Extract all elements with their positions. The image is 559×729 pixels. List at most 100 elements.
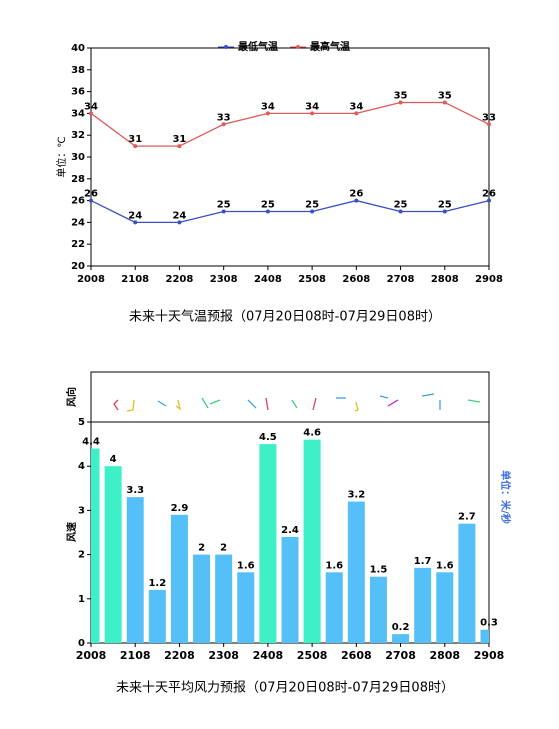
- point: [310, 111, 315, 116]
- bars: [91, 439, 489, 643]
- bar: [325, 572, 343, 643]
- y-tick-label: 2: [78, 550, 85, 561]
- point: [354, 111, 359, 116]
- point: [265, 111, 270, 116]
- data-label: 25: [261, 200, 275, 211]
- data-label: 1.6: [325, 560, 343, 571]
- point: [89, 198, 93, 203]
- y-tick-label: 30: [71, 152, 85, 163]
- point: [398, 100, 403, 105]
- bar: [126, 497, 144, 643]
- data-label: 25: [217, 200, 231, 211]
- data-label: 0.3: [480, 618, 498, 629]
- y-tick-label: 3: [78, 505, 85, 516]
- data-label: 26: [482, 189, 496, 200]
- y-tick-label: 26: [71, 196, 85, 207]
- y-tick-label: 22: [71, 239, 85, 250]
- point: [133, 144, 138, 149]
- bar: [303, 439, 321, 643]
- y-tick-label: 5: [78, 417, 85, 428]
- legend-marker: [296, 45, 300, 49]
- data-label: 33: [482, 112, 496, 123]
- data-label: 4.6: [303, 428, 321, 439]
- bar: [237, 572, 255, 643]
- line: [90, 101, 490, 147]
- data-label: 2: [198, 543, 205, 554]
- y-label: 风速: [65, 522, 78, 542]
- x-tick-label: 2808: [429, 649, 460, 662]
- y-tick-label: 1: [78, 594, 85, 605]
- x-tick-label: 2208: [164, 649, 195, 662]
- data-label: 34: [261, 101, 275, 112]
- x-tick-label: 2508: [297, 649, 328, 662]
- y-tick-label: 34: [71, 108, 85, 119]
- data-label: 3.2: [347, 490, 365, 501]
- point: [177, 144, 182, 149]
- data-label: 31: [172, 134, 186, 145]
- x-tick-label: 2408: [253, 649, 284, 662]
- data-label: 4.4: [82, 437, 100, 448]
- bar: [170, 514, 188, 643]
- point: [354, 198, 359, 203]
- wind-glyphs: [113, 393, 481, 412]
- data-label: 34: [305, 101, 319, 112]
- bar: [480, 629, 489, 643]
- x-tick-label: 2608: [341, 649, 372, 662]
- bar: [91, 448, 100, 643]
- x-tick-label: 2008: [77, 274, 105, 285]
- legend-label: 最高气温: [310, 40, 350, 53]
- bar: [104, 466, 122, 643]
- x-tick-label: 2208: [166, 274, 194, 285]
- y-tick-label: 32: [71, 130, 85, 141]
- bar: [436, 572, 454, 643]
- data-label: 1.6: [237, 560, 255, 571]
- data-label: 2: [220, 543, 227, 554]
- data-label: 25: [438, 200, 452, 211]
- point: [221, 122, 226, 127]
- x-tick-label: 2008: [76, 649, 107, 662]
- point: [89, 111, 93, 116]
- data-label: 24: [172, 210, 186, 221]
- bar: [148, 589, 166, 643]
- wind-panel: [90, 371, 490, 423]
- chart-title: 未来十天平均风力预报（07月20日08时-07月29日08时）: [116, 681, 454, 696]
- y-tick-label: 40: [71, 43, 85, 54]
- point: [487, 122, 491, 127]
- data-label: 26: [84, 189, 98, 200]
- x-tick-label: 2908: [474, 649, 505, 662]
- data-label: 35: [394, 91, 408, 102]
- y-tick-label: 28: [71, 174, 85, 185]
- bar: [193, 554, 211, 643]
- data-label: 31: [128, 134, 142, 145]
- data-label: 35: [438, 91, 452, 102]
- data-label: 0.2: [392, 622, 410, 633]
- point: [265, 209, 270, 214]
- y-tick-label: 24: [71, 217, 85, 228]
- legend-marker: [224, 45, 228, 49]
- x-tick-label: 2308: [210, 274, 238, 285]
- data-label: 25: [394, 200, 408, 211]
- x-tick-label: 2908: [475, 274, 503, 285]
- data-label: 2.4: [281, 525, 299, 536]
- data-label: 4: [110, 454, 117, 465]
- bar: [414, 567, 432, 643]
- data-label: 1.6: [436, 560, 454, 571]
- point: [442, 209, 447, 214]
- x-tick-label: 2808: [431, 274, 459, 285]
- data-label: 33: [217, 112, 231, 123]
- y-tick-label: 20: [71, 261, 85, 272]
- chart-title: 未来十天气温预报（07月20日08时-07月29日08时）: [129, 309, 441, 325]
- y-tick-label: 0: [78, 638, 85, 649]
- data-label: 2.9: [171, 503, 189, 514]
- bar: [281, 536, 299, 643]
- y-label: 单位：℃: [55, 136, 68, 177]
- data-label: 3.3: [126, 485, 144, 496]
- x-tick-label: 2108: [121, 274, 149, 285]
- data-label: 1.5: [370, 565, 388, 576]
- x-tick-label: 2508: [298, 274, 326, 285]
- point: [177, 220, 182, 225]
- x-tick-label: 2308: [208, 649, 239, 662]
- data-label: 34: [349, 101, 363, 112]
- line: [90, 199, 490, 224]
